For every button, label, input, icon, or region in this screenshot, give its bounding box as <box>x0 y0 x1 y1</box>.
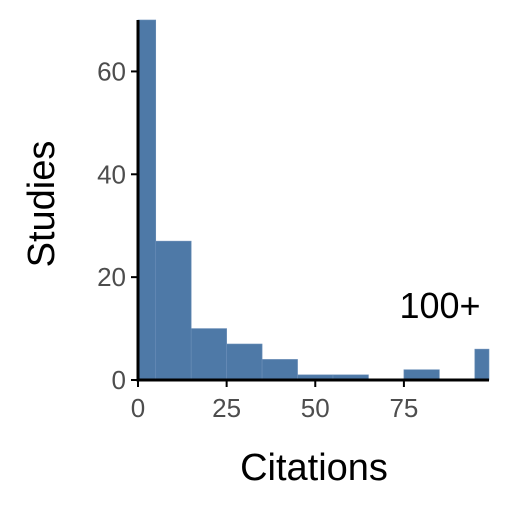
histogram-bar-10 <box>474 348 490 381</box>
y-tick-label-20: 20 <box>97 262 126 292</box>
overflow-annotation: 100+ <box>399 285 480 326</box>
x-tick-label-75: 75 <box>389 393 418 423</box>
histogram-bar-0 <box>137 19 157 381</box>
y-axis-ticks: 0 20 40 60 <box>97 56 138 395</box>
y-tick-label-0: 0 <box>112 365 126 395</box>
x-tick-label-25: 25 <box>212 393 241 423</box>
y-axis-title: Studies <box>21 141 63 268</box>
bars-group <box>137 19 490 381</box>
histogram-bar-1 <box>155 240 192 381</box>
y-tick-label-40: 40 <box>97 159 126 189</box>
histogram-bar-2 <box>190 328 227 381</box>
x-axis-title: Citations <box>240 447 388 489</box>
histogram-bar-8 <box>403 369 440 381</box>
y-tick-label-60: 60 <box>97 56 126 86</box>
x-axis-ticks: 0 25 50 75 <box>131 380 418 423</box>
histogram-bar-4 <box>261 359 298 381</box>
histogram-bar-3 <box>226 343 263 381</box>
x-tick-label-0: 0 <box>131 393 145 423</box>
x-tick-label-50: 50 <box>301 393 330 423</box>
